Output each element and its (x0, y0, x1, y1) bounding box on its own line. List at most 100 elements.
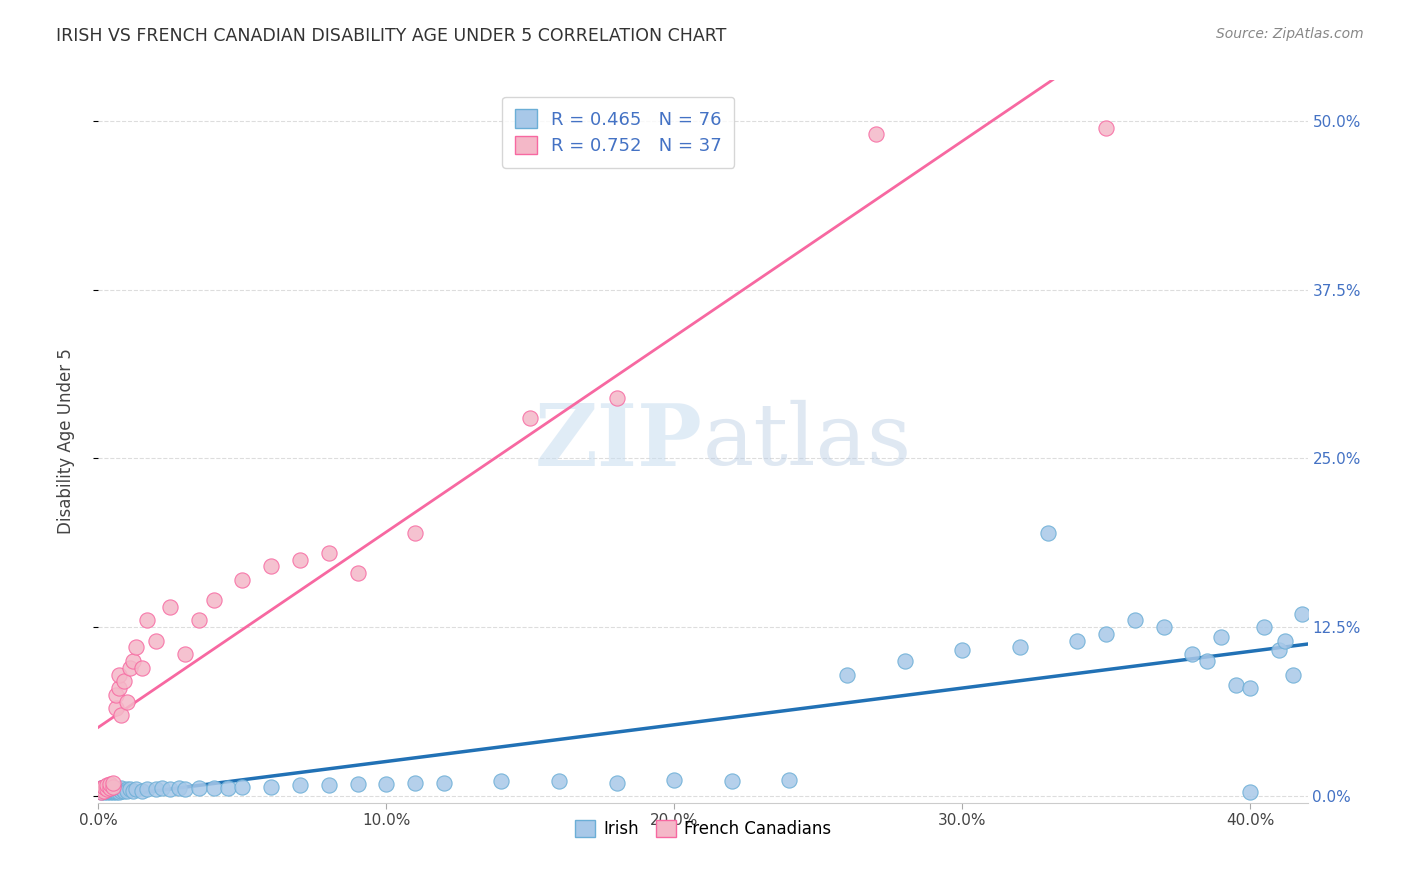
Point (93, 785, 115, 799)
Point (96, 785, 118, 799)
Point (136, 614, 159, 628)
Point (90, 780, 112, 795)
Text: Source: ZipAtlas.com: Source: ZipAtlas.com (1216, 27, 1364, 41)
Point (231, 573, 253, 587)
Point (606, 391, 628, 405)
Point (104, 688, 127, 702)
Point (90, 783, 112, 797)
Point (1181, 647, 1204, 661)
Point (115, 694, 138, 708)
Point (93, 782, 115, 797)
Point (98, 777, 121, 791)
Point (90, 785, 112, 799)
Point (664, 772, 686, 787)
Point (491, 774, 513, 789)
Point (288, 778, 311, 792)
Point (93, 783, 115, 797)
Legend: Irish, French Canadians: Irish, French Canadians (568, 814, 838, 845)
Point (606, 775, 628, 789)
Point (96, 778, 118, 792)
Point (136, 782, 159, 797)
Point (96, 780, 118, 795)
Point (112, 674, 135, 689)
Point (98, 785, 121, 799)
Point (104, 701, 127, 715)
Point (1239, 681, 1261, 695)
Point (1153, 620, 1175, 634)
Point (96, 783, 118, 797)
Point (131, 661, 153, 675)
Point (90, 780, 112, 795)
Point (104, 785, 127, 799)
Point (107, 681, 129, 695)
Point (893, 654, 915, 668)
Point (720, 774, 742, 789)
Point (104, 783, 127, 797)
Point (125, 640, 148, 655)
Point (433, 775, 456, 789)
Point (112, 783, 135, 797)
Point (173, 647, 195, 661)
Point (125, 782, 148, 797)
Point (231, 780, 253, 794)
Point (96, 782, 118, 797)
Point (101, 782, 124, 797)
Point (167, 780, 190, 795)
Point (346, 566, 368, 581)
Text: ZIP: ZIP (536, 400, 703, 483)
Y-axis label: Disability Age Under 5: Disability Age Under 5 (56, 349, 75, 534)
Point (950, 643, 973, 657)
Point (159, 599, 181, 614)
Point (260, 780, 283, 794)
Point (288, 552, 311, 566)
Point (110, 783, 132, 797)
Point (107, 785, 129, 799)
Point (1282, 667, 1305, 681)
Point (260, 559, 283, 574)
Point (120, 782, 142, 797)
Point (173, 782, 195, 797)
Point (1066, 633, 1088, 648)
Point (188, 780, 211, 795)
Point (145, 782, 167, 797)
Point (107, 782, 129, 797)
Point (202, 593, 225, 607)
Point (101, 785, 124, 799)
Point (1225, 678, 1247, 692)
Point (375, 777, 398, 791)
Point (188, 614, 211, 628)
Point (318, 778, 340, 792)
Point (101, 783, 124, 797)
Point (98, 783, 121, 797)
Point (150, 780, 173, 795)
Point (122, 654, 145, 668)
Point (1253, 620, 1275, 634)
Point (96, 782, 118, 797)
Point (104, 782, 127, 797)
Point (404, 775, 426, 789)
Text: atlas: atlas (703, 400, 912, 483)
Point (90, 782, 112, 797)
Point (835, 667, 858, 681)
Point (101, 775, 124, 789)
Point (346, 777, 368, 791)
Point (159, 782, 181, 797)
Point (1268, 643, 1291, 657)
Point (1008, 640, 1031, 655)
Point (110, 780, 132, 795)
Point (318, 546, 340, 560)
Point (101, 780, 124, 794)
Point (778, 772, 800, 787)
Point (1274, 633, 1296, 648)
Point (107, 667, 129, 681)
Point (115, 782, 138, 797)
Point (1291, 607, 1313, 621)
Point (145, 633, 167, 648)
Point (93, 780, 115, 794)
Point (548, 774, 571, 789)
Point (98, 782, 121, 797)
Point (93, 783, 115, 797)
Point (122, 783, 145, 797)
Point (1239, 785, 1261, 799)
Point (98, 780, 121, 795)
